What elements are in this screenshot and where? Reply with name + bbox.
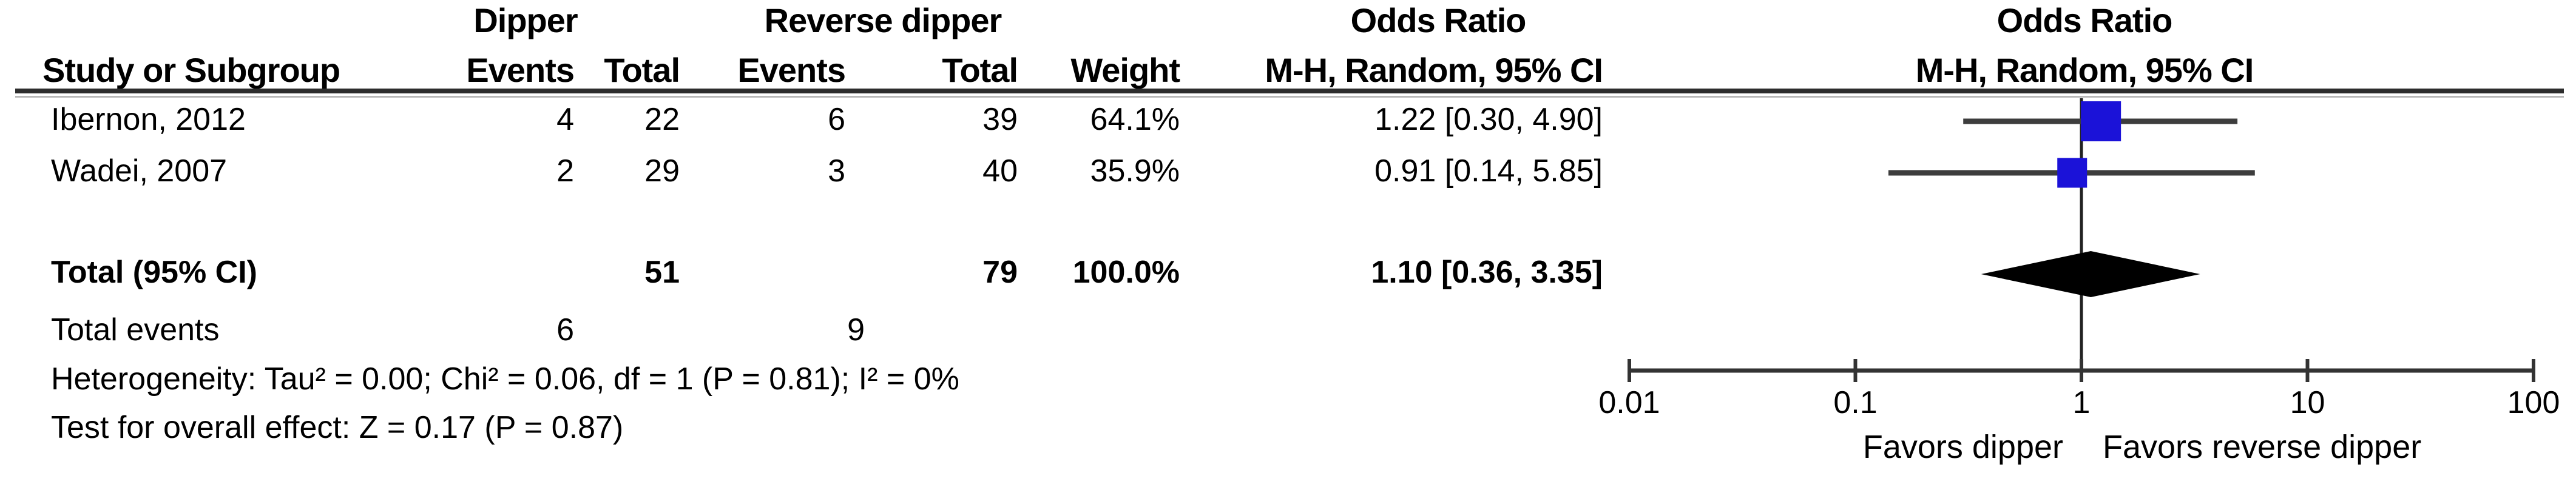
dipper-events: 2	[556, 153, 574, 189]
total-diamond	[1981, 251, 2200, 297]
axis-tick-label: 0.1	[1833, 385, 1878, 420]
favors-left-label: Favors dipper	[1862, 429, 2063, 465]
total-events-label: Total events	[51, 312, 220, 348]
or-ci-value: 0.91 [0.14, 5.85]	[1374, 153, 1603, 189]
axis-tick-label: 10	[2290, 385, 2325, 420]
axis-tick-label: 0.01	[1598, 385, 1660, 420]
column-header-mh-ci-plot: M-H, Random, 95% CI	[1915, 51, 2254, 89]
column-header-weight: Weight	[1070, 51, 1180, 89]
total-dipper-total: 51	[644, 255, 680, 290]
column-header-dipper-events: Events	[466, 51, 575, 89]
or-ci-value: 1.22 [0.30, 4.90]	[1374, 102, 1603, 137]
group-header-dipper: Dipper	[473, 1, 578, 39]
total-weight: 100.0%	[1072, 255, 1180, 290]
total-events-dipper-value: 6	[556, 312, 574, 348]
reverse-events: 3	[828, 153, 845, 189]
reverse-total: 40	[982, 153, 1018, 189]
heterogeneity-stats: Heterogeneity: Tau² = 0.00; Chi² = 0.06,…	[51, 361, 959, 397]
column-header-dipper-total: Total	[604, 51, 680, 89]
dipper-total: 22	[644, 102, 680, 137]
study-name: Wadei, 2007	[51, 153, 228, 189]
effect-square	[2081, 101, 2121, 141]
dipper-events: 4	[556, 102, 574, 137]
group-header-reverse-dipper: Reverse dipper	[764, 1, 1002, 39]
column-header-reverse-events: Events	[737, 51, 846, 89]
weight-value: 35.9%	[1090, 153, 1180, 189]
favors-right-label: Favors reverse dipper	[2103, 429, 2422, 465]
header-rule	[15, 89, 2564, 93]
effect-square	[2057, 158, 2088, 188]
dipper-total: 29	[644, 153, 680, 189]
column-header-odds-ratio-text: Odds Ratio	[1350, 1, 1527, 39]
weight-value: 64.1%	[1090, 102, 1180, 137]
reverse-events: 6	[828, 102, 845, 137]
total-or-ci: 1.10 [0.36, 3.35]	[1371, 255, 1603, 290]
column-header-mh-ci-text: M-H, Random, 95% CI	[1265, 51, 1603, 89]
axis-tick-label: 100	[2507, 385, 2560, 420]
column-header-study: Study or Subgroup	[42, 51, 340, 89]
column-header-reverse-total: Total	[942, 51, 1018, 89]
header-rule-shadow	[15, 96, 2564, 98]
total-label: Total (95% CI)	[51, 255, 257, 290]
column-header-odds-ratio-plot: Odds Ratio	[1996, 1, 2173, 39]
reverse-total: 39	[982, 102, 1018, 137]
total-events-reverse-value: 9	[847, 312, 865, 348]
overall-effect-test: Test for overall effect: Z = 0.17 (P = 0…	[51, 410, 624, 445]
axis-tick-label: 1	[2072, 385, 2091, 420]
total-reverse-total: 79	[982, 255, 1018, 290]
study-name: Ibernon, 2012	[51, 102, 246, 137]
